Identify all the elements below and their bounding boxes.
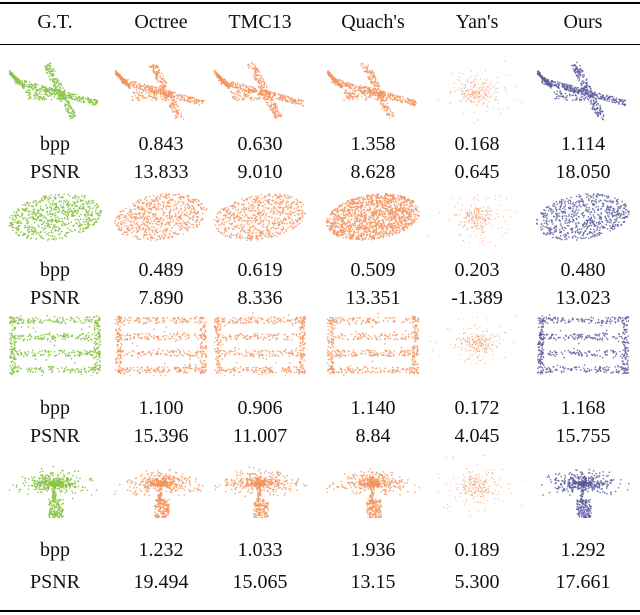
row-label-bpp: bpp	[40, 397, 70, 419]
psnr-value: 13.351	[345, 287, 401, 309]
bpp-value: 0.480	[560, 259, 606, 281]
bpp-value: 1.292	[560, 539, 606, 561]
bpp-value: 0.489	[138, 259, 184, 281]
plant-point-cloud-ours	[541, 468, 630, 518]
shelf-point-cloud-ours	[536, 313, 630, 375]
shelf-point-cloud-yans	[429, 315, 529, 365]
airplane-point-cloud-gt	[8, 62, 98, 120]
row-label-psnr: PSNR	[29, 161, 81, 183]
bpp-value: 1.358	[350, 133, 396, 155]
plant-point-cloud-quachs	[326, 468, 421, 518]
header-quach: Quach's	[341, 11, 405, 33]
header-octree: Octree	[134, 11, 188, 33]
psnr-value: 8.336	[237, 287, 283, 309]
airplane-point-cloud-octree	[114, 64, 205, 120]
bpp-value: 0.619	[237, 259, 283, 281]
psnr-value: 13.023	[555, 287, 611, 309]
psnr-value: 8.628	[350, 161, 396, 183]
bpp-value: 1.168	[560, 397, 606, 419]
psnr-value: 7.890	[138, 287, 184, 309]
bpp-value: 0.509	[350, 259, 396, 281]
bpp-value: 1.140	[350, 397, 396, 419]
psnr-value: 13.15	[350, 571, 396, 593]
table-bottom-rule	[0, 610, 640, 612]
bpp-value: 0.630	[237, 133, 283, 155]
header-yan: Yan's	[455, 11, 499, 33]
bowl-point-cloud-yans	[427, 186, 516, 247]
bpp-value: 0.189	[454, 539, 500, 561]
bpp-value: 0.172	[454, 397, 500, 419]
bowl-point-cloud-ours	[535, 193, 630, 241]
bpp-value: 1.936	[350, 539, 396, 561]
row-label-psnr: PSNR	[29, 287, 81, 309]
plant-point-cloud-yans	[437, 454, 523, 517]
table-top-rule	[0, 2, 640, 4]
plant-point-cloud-octree	[113, 468, 204, 518]
psnr-value: 19.494	[133, 571, 189, 593]
bpp-value: 0.203	[454, 259, 500, 281]
bowl-point-cloud-gt	[8, 193, 103, 241]
psnr-value: 0.645	[454, 161, 500, 183]
airplane-point-cloud-quachs	[326, 62, 418, 119]
psnr-value: 18.050	[555, 161, 611, 183]
psnr-value: 15.065	[232, 571, 288, 593]
plant-point-cloud-gt	[8, 465, 98, 518]
airplane-point-cloud-ours	[536, 61, 627, 121]
table-header-rule	[0, 44, 640, 45]
bpp-value: 1.232	[138, 539, 184, 561]
airplane-point-cloud-yans	[438, 60, 523, 124]
bpp-value: 0.168	[454, 133, 500, 155]
psnr-value: 17.661	[555, 571, 611, 593]
bpp-value: 1.100	[138, 397, 184, 419]
shelf-point-cloud-tmc13	[213, 312, 307, 376]
row-label-bpp: bpp	[40, 259, 70, 281]
bpp-value: 0.843	[138, 133, 184, 155]
shelf-point-cloud-quachs	[326, 312, 420, 376]
psnr-value: 5.300	[454, 571, 500, 593]
header-ours: Ours	[563, 11, 603, 33]
psnr-value: 4.045	[454, 425, 500, 447]
row-label-psnr: PSNR	[29, 571, 81, 593]
header-gt: G.T.	[37, 11, 73, 33]
psnr-value: 15.396	[133, 425, 189, 447]
bpp-value: 1.114	[560, 133, 606, 155]
bowl-point-cloud-quachs	[326, 192, 420, 242]
psnr-value: 11.007	[232, 425, 288, 447]
header-tmc13: TMC13	[228, 11, 292, 33]
psnr-value: 15.755	[555, 425, 611, 447]
plant-point-cloud-tmc13	[214, 466, 308, 518]
bowl-point-cloud-octree	[114, 193, 208, 241]
shelf-point-cloud-octree	[114, 315, 208, 376]
airplane-point-cloud-tmc13	[213, 62, 304, 120]
bpp-value: 0.906	[237, 397, 283, 419]
bowl-point-cloud-tmc13	[213, 193, 306, 242]
psnr-value: -1.389	[451, 287, 503, 309]
psnr-value: 9.010	[237, 161, 283, 183]
psnr-value: 13.833	[133, 161, 189, 183]
row-label-bpp: bpp	[40, 133, 70, 155]
bpp-value: 1.033	[237, 539, 283, 561]
shelf-point-cloud-gt	[8, 314, 102, 376]
row-label-psnr: PSNR	[29, 425, 81, 447]
row-label-bpp: bpp	[40, 539, 70, 561]
psnr-value: 8.84	[355, 425, 391, 447]
